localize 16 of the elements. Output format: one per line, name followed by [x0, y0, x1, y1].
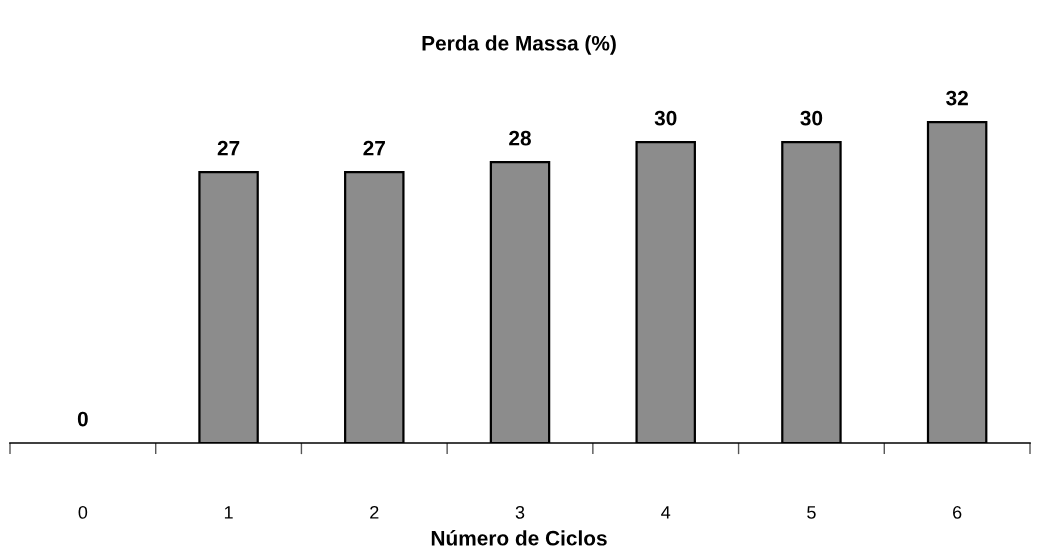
x-tick-label: 6 — [953, 505, 962, 519]
data-label: 28 — [509, 130, 531, 146]
data-label: 30 — [800, 110, 823, 126]
x-tick-label: 2 — [370, 505, 379, 519]
x-tick-label: 5 — [807, 506, 816, 519]
x-tick-label: 4 — [661, 506, 671, 519]
data-label: 30 — [654, 110, 677, 126]
x-tick-label: 3 — [515, 505, 525, 519]
data-label: 27 — [217, 140, 240, 156]
x-axis-title: Número de Ciclos — [431, 530, 607, 546]
data-label: 27 — [363, 140, 385, 156]
x-tick-label: 0 — [78, 505, 88, 519]
x-tick-label: 1 — [224, 506, 233, 519]
data-label: 32 — [946, 90, 968, 106]
chart-title: Perda de Massa (%) — [422, 35, 616, 55]
data-label: 0 — [77, 411, 88, 427]
